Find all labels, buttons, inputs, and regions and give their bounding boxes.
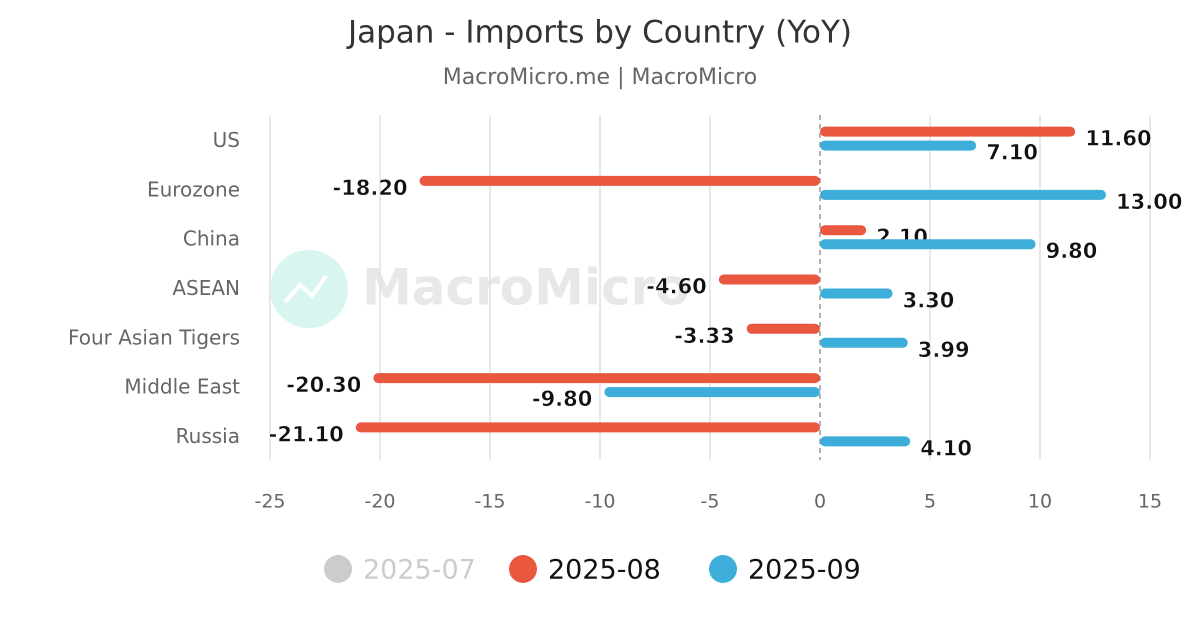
legend-marker xyxy=(509,555,537,583)
bar xyxy=(419,175,820,186)
bar xyxy=(820,140,977,151)
bar xyxy=(373,373,820,384)
data-label: 3.30 xyxy=(903,289,955,313)
chart-subtitle: MacroMicro.me | MacroMicro xyxy=(443,65,758,90)
legend-marker xyxy=(709,555,737,583)
bar xyxy=(820,126,1076,137)
x-tick-label: 5 xyxy=(924,491,936,513)
y-tick-label: China xyxy=(183,227,240,251)
y-tick-label: Russia xyxy=(176,424,240,448)
bar xyxy=(718,274,820,285)
legend-item[interactable]: 2025-09 xyxy=(709,555,861,586)
data-label: 3.99 xyxy=(918,338,970,362)
legend: 2025-07 2025-08 2025-09 xyxy=(324,555,861,586)
legend-label: 2025-08 xyxy=(548,555,661,586)
data-label: 4.10 xyxy=(920,436,972,460)
watermark: MacroMicro xyxy=(270,250,690,328)
y-tick-label: Four Asian Tigers xyxy=(68,325,240,349)
data-label: 9.80 xyxy=(1046,239,1098,263)
x-tick-label: 15 xyxy=(1138,491,1162,513)
bar xyxy=(820,225,867,236)
legend-item[interactable]: 2025-07 xyxy=(324,555,476,586)
legend-marker xyxy=(324,555,352,583)
legend-label: 2025-09 xyxy=(748,555,861,586)
y-tick-label: ASEAN xyxy=(172,276,240,300)
bar xyxy=(820,337,908,348)
x-tick-label: -15 xyxy=(474,491,505,513)
chart-title: Japan - Imports by Country (YoY) xyxy=(346,15,852,51)
y-tick-label: Middle East xyxy=(124,375,240,399)
data-label: -21.10 xyxy=(269,422,344,446)
bar xyxy=(355,422,820,433)
legend-label: 2025-07 xyxy=(363,555,476,586)
watermark-icon xyxy=(283,274,328,304)
data-label: -18.20 xyxy=(332,176,407,200)
x-tick-label: -25 xyxy=(254,491,285,513)
data-label: -4.60 xyxy=(646,275,707,299)
x-tick-label: -10 xyxy=(584,491,615,513)
bar xyxy=(820,189,1106,200)
data-label: 7.10 xyxy=(986,141,1038,165)
y-tick-label: Eurozone xyxy=(147,177,240,201)
bar xyxy=(820,288,893,299)
x-tick-label: 10 xyxy=(1028,491,1052,513)
data-label: 13.00 xyxy=(1116,190,1182,214)
data-label: -3.33 xyxy=(674,324,735,348)
watermark-text: MacroMicro xyxy=(362,259,690,317)
bar xyxy=(820,239,1036,250)
bar xyxy=(746,323,820,334)
watermark-logo xyxy=(270,250,348,328)
x-tick-label: -20 xyxy=(364,491,395,513)
x-tick-label: -5 xyxy=(701,491,720,513)
data-label: -20.30 xyxy=(286,373,361,397)
x-tick-label: 0 xyxy=(814,491,826,513)
y-tick-label: US xyxy=(213,128,240,152)
bar xyxy=(604,387,820,398)
legend-item[interactable]: 2025-08 xyxy=(509,555,661,586)
data-label: -9.80 xyxy=(532,387,593,411)
data-label: 11.60 xyxy=(1085,127,1151,151)
bar xyxy=(820,436,911,447)
